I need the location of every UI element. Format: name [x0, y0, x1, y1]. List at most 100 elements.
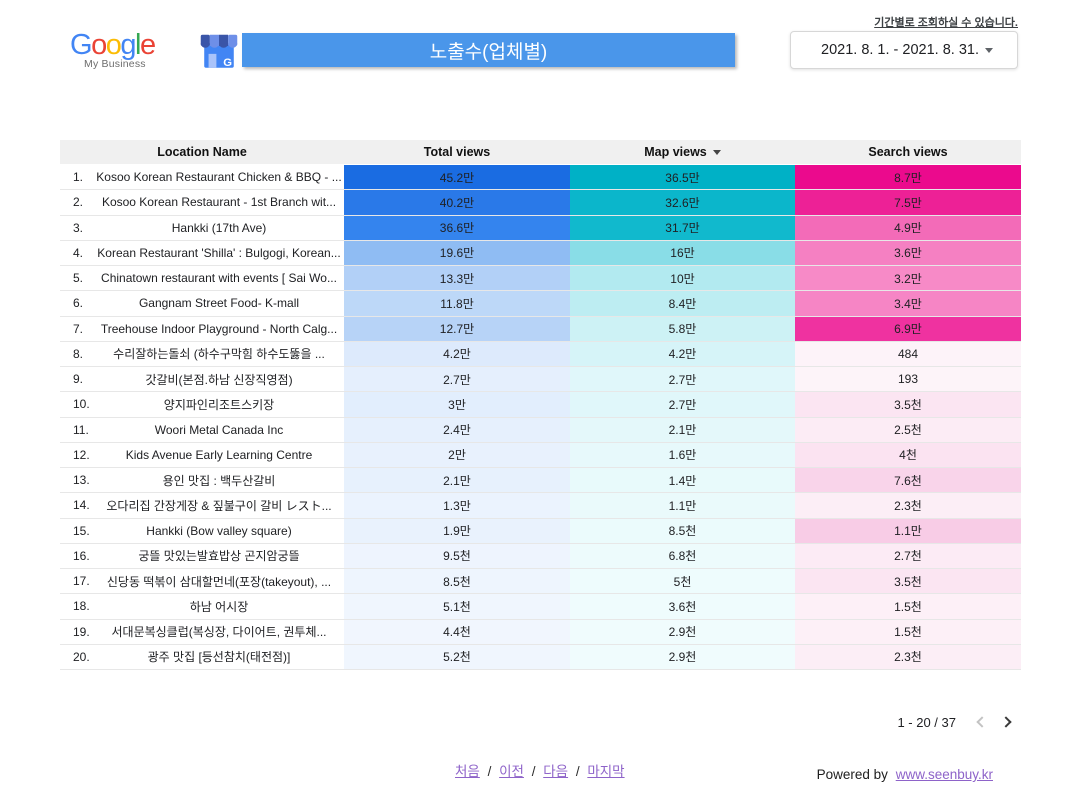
column-header-search-views[interactable]: Search views — [795, 140, 1021, 164]
column-header-label: Total views — [423, 145, 491, 159]
prev-page-button[interactable] — [970, 711, 994, 733]
google-wordmark: Google — [70, 30, 190, 60]
table-row[interactable]: 3. Hankki (17th Ave) 36.6만 31.7만 4.9만 — [60, 215, 1021, 241]
search-views-cell: 2.3천 — [795, 644, 1021, 669]
location-name: 용인 맛집 : 백두산갈비 — [162, 473, 276, 488]
column-header-label: Location Name — [157, 145, 247, 159]
table-row[interactable]: 9. 갓갈비(본점.하남 신장직영점) 2.7만 2.7만 193 — [60, 367, 1021, 393]
map-views-cell: 4.2만 — [570, 341, 795, 366]
svg-text:G: G — [223, 57, 232, 69]
table-row[interactable]: 13. 용인 맛집 : 백두산갈비 2.1만 1.4만 7.6천 — [60, 468, 1021, 494]
table-row[interactable]: 8. 수리잘하는돌쇠 (하수구막힘 하수도뚫을 ... 4.2만 4.2만 484 — [60, 341, 1021, 367]
total-views-cell: 9.5천 — [344, 543, 570, 568]
total-views-cell: 11.8만 — [344, 291, 570, 316]
total-views-cell: 4.2만 — [344, 341, 570, 366]
location-name: 오다리집 간장게장 & 짚불구이 갈비 レスト... — [106, 498, 332, 513]
table-row[interactable]: 19. 서대문복싱클럽(복싱장, 다이어트, 권투체... 4.4천 2.9천 1.5천 — [60, 619, 1021, 645]
total-views-cell: 8.5천 — [344, 569, 570, 594]
row-rank: 15. — [73, 523, 90, 538]
pagination-range: 1 - 20 / 37 — [897, 714, 956, 730]
map-views-cell: 1.4만 — [570, 468, 795, 493]
nav-link-0[interactable]: 처음 — [455, 764, 480, 779]
period-hint-link[interactable]: 기간별로 조회하실 수 있습니다. — [874, 17, 1018, 29]
map-views-cell: 36.5만 — [570, 165, 795, 190]
table-row[interactable]: 16. 궁뜰 맛있는발효밥상 곤지암궁뜰 9.5천 6.8천 2.7천 — [60, 543, 1021, 569]
next-page-button[interactable] — [994, 711, 1018, 733]
google-letter: g — [120, 29, 136, 61]
map-views-cell: 8.5천 — [570, 518, 795, 543]
table-row[interactable]: 4. Korean Restaurant 'Shilla' : Bulgogi, … — [60, 240, 1021, 266]
search-views-cell: 484 — [795, 341, 1021, 366]
map-views-cell: 2.7만 — [570, 392, 795, 417]
google-letter: l — [134, 29, 141, 61]
row-rank: 8. — [73, 346, 84, 361]
location-name: Treehouse Indoor Playground - North Calg… — [100, 321, 338, 336]
total-views-cell: 1.3만 — [344, 493, 570, 518]
row-rank: 10. — [73, 397, 90, 412]
date-range-selector[interactable]: 2021. 8. 1. - 2021. 8. 31. — [790, 31, 1018, 69]
link-separator: / — [483, 764, 496, 779]
location-name: Kids Avenue Early Learning Centre — [125, 447, 313, 462]
row-rank: 6. — [73, 296, 84, 311]
table-row[interactable]: 15. Hankki (Bow valley square) 1.9만 8.5천 1.1… — [60, 518, 1021, 544]
location-name: 궁뜰 맛있는발효밥상 곤지암궁뜰 — [138, 549, 300, 564]
table-row[interactable]: 5. Chinatown restaurant with events [ Sai… — [60, 266, 1021, 292]
row-rank: 1. — [73, 170, 84, 185]
seenbuy-link[interactable]: www.seenbuy.kr — [895, 767, 993, 782]
nav-link-1[interactable]: 이전 — [499, 764, 524, 779]
google-letter: o — [105, 29, 122, 61]
column-header-map-views[interactable]: Map views — [570, 140, 795, 164]
column-header-location-name[interactable]: Location Name — [60, 140, 344, 164]
table-row[interactable]: 14. 오다리집 간장게장 & 짚불구이 갈비 レスト... 1.3만 1.1만 2.3… — [60, 493, 1021, 519]
location-name: Hankki (17th Ave) — [171, 220, 267, 235]
date-range-value: 2021. 8. 1. - 2021. 8. 31. — [821, 42, 980, 58]
search-views-cell: 4천 — [795, 442, 1021, 467]
nav-link-3[interactable]: 마지막 — [587, 764, 625, 779]
search-views-cell: 8.7만 — [795, 165, 1021, 190]
search-views-cell: 193 — [795, 367, 1021, 392]
search-views-cell: 7.6천 — [795, 468, 1021, 493]
table-row[interactable]: 18. 하남 어시장 5.1천 3.6천 1.5천 — [60, 594, 1021, 620]
row-rank: 20. — [73, 649, 90, 664]
row-rank: 7. — [73, 321, 84, 336]
chevron-right-icon — [1000, 716, 1012, 728]
table-row[interactable]: 7. Treehouse Indoor Playground - North Ca… — [60, 316, 1021, 342]
row-rank: 3. — [73, 220, 84, 235]
search-views-cell: 2.7천 — [795, 543, 1021, 568]
search-views-cell: 3.4만 — [795, 291, 1021, 316]
total-views-cell: 2.4만 — [344, 417, 570, 442]
row-rank: 2. — [73, 195, 84, 210]
map-views-cell: 6.8천 — [570, 543, 795, 568]
table-row[interactable]: 1. Kosoo Korean Restaurant Chicken & BBQ … — [60, 165, 1021, 191]
row-rank: 16. — [73, 548, 90, 563]
row-rank: 11. — [73, 422, 89, 437]
location-name: Gangnam Street Food- K-mall — [138, 296, 300, 311]
powered-by: Powered by www.seenbuy.kr — [817, 767, 993, 782]
table-row[interactable]: 2. Kosoo Korean Restaurant - 1st Branch w… — [60, 190, 1021, 216]
total-views-cell: 12.7만 — [344, 316, 570, 341]
search-views-cell: 2.3천 — [795, 493, 1021, 518]
google-letter: o — [91, 29, 107, 61]
map-views-cell: 31.7만 — [570, 215, 795, 240]
table-row[interactable]: 12. Kids Avenue Early Learning Centre 2만 1.… — [60, 442, 1021, 468]
nav-link-2[interactable]: 다음 — [543, 764, 569, 779]
search-views-cell: 1.5천 — [795, 594, 1021, 619]
search-views-cell: 1.1만 — [795, 518, 1021, 543]
total-views-cell: 4.4천 — [344, 619, 570, 644]
total-views-cell: 5.2천 — [344, 644, 570, 669]
table-row[interactable]: 20. 광주 맛집 [등선참치(태전점)] 5.2천 2.9천 2.3천 — [60, 644, 1021, 670]
map-views-cell: 2.1만 — [570, 417, 795, 442]
map-views-cell: 2.9천 — [570, 619, 795, 644]
location-name: 신당동 떡볶이 삼대할먼네(포장(takeyout), ... — [106, 574, 332, 589]
location-name: Hankki (Bow valley square) — [146, 523, 292, 538]
search-views-cell: 6.9만 — [795, 316, 1021, 341]
table-row[interactable]: 11. Woori Metal Canada Inc 2.4만 2.1만 2.5천 — [60, 417, 1021, 443]
table-row[interactable]: 6. Gangnam Street Food- K-mall 11.8만 8.4만 3.… — [60, 291, 1021, 317]
map-views-cell: 1.1만 — [570, 493, 795, 518]
column-header-label: Search views — [868, 145, 948, 159]
total-views-cell: 3만 — [344, 392, 570, 417]
table-row[interactable]: 17. 신당동 떡볶이 삼대할먼네(포장(takeyout), ... 8.5천 5천… — [60, 569, 1021, 595]
logo-subtitle: My Business — [84, 58, 146, 70]
column-header-total-views[interactable]: Total views — [344, 140, 570, 164]
table-row[interactable]: 10. 양지파인리조트스키장 3만 2.7만 3.5천 — [60, 392, 1021, 418]
